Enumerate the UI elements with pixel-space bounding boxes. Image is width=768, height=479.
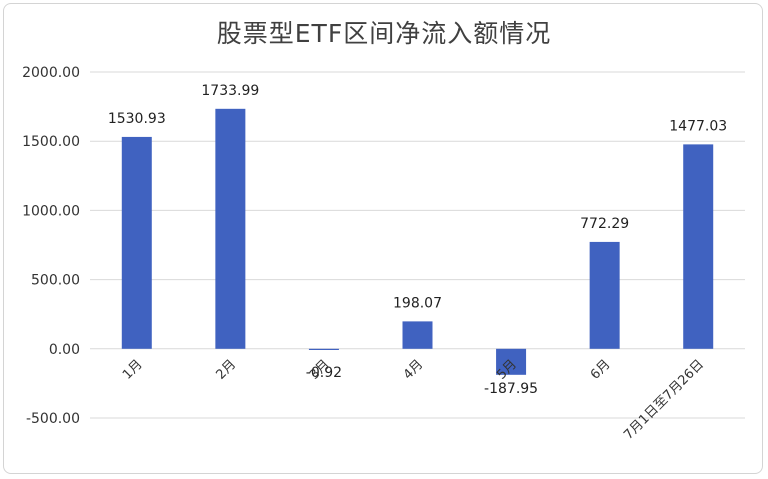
x-axis-ticks: 1月 2月 3月 4月 5月 6月 7月1日至7月26日 bbox=[120, 357, 707, 443]
data-labels: 1530.93 1733.99 -0.92 198.07 -187.95 772.29 14… bbox=[108, 83, 727, 397]
bar bbox=[589, 241, 620, 349]
x-tick-label: 2月 bbox=[214, 357, 240, 383]
chart-title: 股票型ETF区间净流入额情况 bbox=[216, 19, 552, 48]
x-tick-label: 4月 bbox=[401, 357, 427, 383]
bar bbox=[308, 348, 339, 350]
y-tick-label: 1500.00 bbox=[22, 134, 80, 150]
bar bbox=[683, 144, 714, 349]
data-label: 1733.99 bbox=[201, 83, 259, 99]
x-tick-label: 6月 bbox=[588, 357, 614, 383]
x-tick-label: 7月1日至7月26日 bbox=[621, 357, 707, 443]
bar bbox=[402, 321, 433, 349]
y-tick-label: 500.00 bbox=[31, 273, 80, 289]
data-label: 1530.93 bbox=[108, 111, 166, 127]
bar bbox=[496, 348, 527, 375]
y-axis-ticks: 2000.00 1500.00 1000.00 500.00 0.00 -500.00 bbox=[22, 65, 80, 427]
data-label: 1477.03 bbox=[669, 118, 727, 134]
data-label: 198.07 bbox=[393, 295, 442, 311]
data-label: -0.92 bbox=[306, 365, 342, 381]
bar bbox=[121, 136, 152, 349]
data-label: -187.95 bbox=[484, 381, 538, 397]
bars bbox=[121, 108, 714, 375]
bar bbox=[215, 108, 246, 349]
x-tick-label: 1月 bbox=[120, 357, 146, 383]
y-tick-label: -500.00 bbox=[26, 411, 80, 427]
y-tick-label: 1000.00 bbox=[22, 203, 80, 219]
y-tick-label: 0.00 bbox=[49, 342, 80, 358]
y-tick-label: 2000.00 bbox=[22, 65, 80, 81]
data-label: 772.29 bbox=[580, 216, 629, 232]
